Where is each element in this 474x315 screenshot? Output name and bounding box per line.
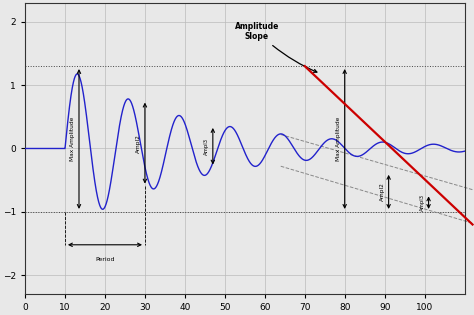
Text: Ampl2: Ampl2 xyxy=(137,134,141,153)
Text: Ampl3: Ampl3 xyxy=(420,194,425,211)
Text: Max Amplitude: Max Amplitude xyxy=(71,117,75,161)
Text: Amplitude
Slope: Amplitude Slope xyxy=(235,22,317,72)
Text: Ampl3: Ampl3 xyxy=(204,138,210,155)
Text: Ampl2: Ampl2 xyxy=(380,182,385,201)
Text: Max Amplitude: Max Amplitude xyxy=(336,117,341,161)
Text: Period: Period xyxy=(95,257,115,262)
